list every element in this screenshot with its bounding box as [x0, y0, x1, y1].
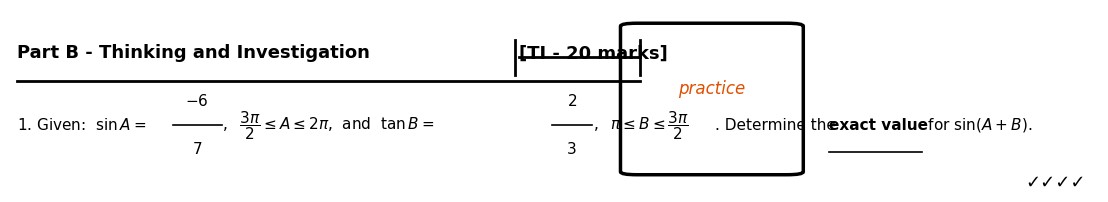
Text: for $\sin(A + B)$.: for $\sin(A + B)$. — [923, 116, 1033, 134]
Text: ✓✓✓✓: ✓✓✓✓ — [1025, 174, 1086, 192]
Text: $7$: $7$ — [192, 141, 203, 158]
Text: $2$: $2$ — [566, 93, 577, 109]
Text: $-6$: $-6$ — [185, 93, 209, 109]
Text: exact value: exact value — [829, 118, 927, 133]
Text: $,\ \ \pi \leq B \leq \dfrac{3\pi}{2}$: $,\ \ \pi \leq B \leq \dfrac{3\pi}{2}$ — [593, 109, 689, 142]
Text: . Determine the: . Determine the — [715, 118, 840, 133]
Text: 1. Given:  $\sin A = $: 1. Given: $\sin A = $ — [17, 117, 146, 133]
Text: $,\ \ \dfrac{3\pi}{2} \leq A \leq 2\pi$,  and  $\tan B = $: $,\ \ \dfrac{3\pi}{2} \leq A \leq 2\pi$,… — [222, 109, 434, 142]
Text: practice: practice — [678, 80, 746, 98]
FancyBboxPatch shape — [620, 23, 803, 175]
Text: $3$: $3$ — [566, 141, 577, 158]
Text: Part B - Thinking and Investigation: Part B - Thinking and Investigation — [17, 44, 376, 62]
Text: [TI - 20 marks]: [TI - 20 marks] — [519, 44, 667, 62]
